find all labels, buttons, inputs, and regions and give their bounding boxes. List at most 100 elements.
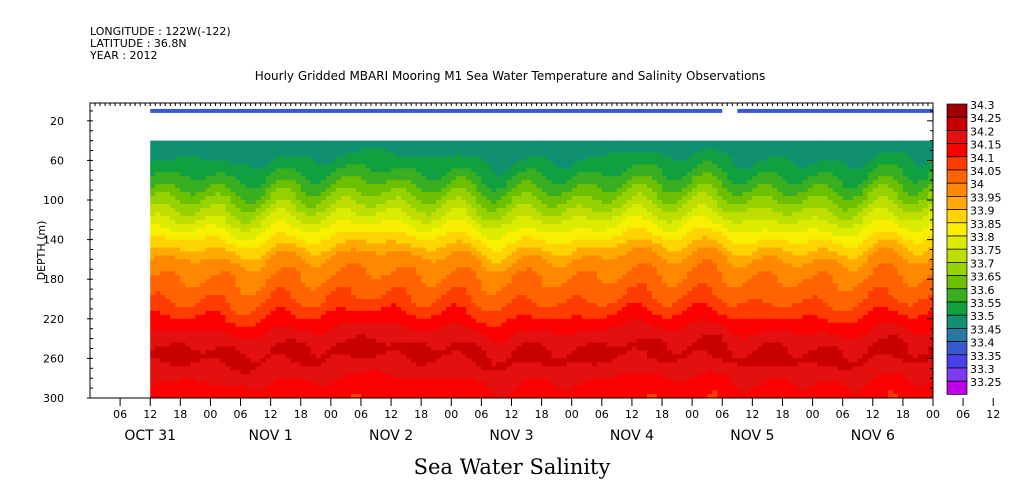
field-cell — [150, 283, 156, 288]
field-cell — [270, 370, 277, 375]
field-cell — [245, 346, 252, 352]
field-cell — [446, 196, 452, 201]
field-cell — [210, 140, 217, 146]
field-cell — [320, 390, 327, 395]
field-cell — [381, 172, 387, 177]
field-cell — [411, 378, 417, 383]
field-cell — [431, 152, 437, 158]
field-cell — [506, 207, 513, 213]
field-cell — [376, 330, 382, 336]
field-cell — [441, 192, 447, 197]
field-cell — [461, 283, 467, 288]
field-cell — [300, 176, 307, 181]
field-cell — [451, 172, 457, 177]
field-cell — [436, 227, 442, 233]
field-cell — [516, 366, 523, 371]
field-cell — [496, 148, 503, 154]
field-cell — [245, 382, 252, 387]
field-cell — [285, 172, 292, 177]
field-cell — [300, 211, 307, 217]
field-cell — [220, 227, 227, 233]
field-cell — [165, 394, 171, 398]
field-cell — [225, 223, 232, 229]
field-cell — [170, 326, 176, 332]
field-cell — [496, 310, 503, 316]
field-cell — [230, 275, 237, 280]
field-cell — [516, 172, 523, 177]
field-cell — [255, 140, 262, 146]
field-cell — [340, 176, 347, 181]
field-cell — [185, 291, 191, 296]
field-cell — [230, 354, 237, 360]
field-cell — [476, 370, 482, 375]
field-cell — [270, 306, 277, 312]
field-cell — [285, 227, 292, 233]
field-cell — [335, 338, 342, 344]
field-cell — [481, 144, 488, 150]
field-cell — [230, 207, 237, 213]
field-cell — [531, 322, 538, 328]
field-cell — [386, 192, 392, 197]
field-cell — [285, 287, 292, 292]
field-cell — [426, 239, 432, 245]
field-cell — [461, 330, 467, 336]
field-cell — [506, 382, 513, 387]
field-cell — [295, 354, 302, 360]
field-cell — [501, 350, 508, 356]
field-cell — [310, 302, 317, 308]
field-cell — [371, 247, 377, 253]
field-cell — [416, 172, 422, 177]
field-cell — [320, 314, 327, 320]
field-cell — [215, 267, 222, 272]
field-cell — [391, 160, 397, 165]
field-cell — [265, 184, 272, 189]
field-cell — [476, 215, 482, 221]
field-cell — [350, 207, 357, 213]
field-cell — [295, 184, 302, 189]
field-cell — [396, 374, 402, 379]
field-cell — [426, 386, 432, 391]
field-cell — [476, 255, 482, 261]
field-cell — [200, 279, 207, 284]
field-cell — [215, 330, 222, 336]
field-cell — [240, 140, 247, 146]
field-cell — [345, 374, 352, 379]
field-cell — [195, 334, 201, 340]
field-cell — [285, 326, 292, 332]
field-cell — [195, 211, 201, 217]
field-cell — [260, 358, 267, 363]
field-cell — [260, 180, 267, 185]
field-cell — [250, 239, 257, 245]
field-cell — [426, 156, 432, 162]
field-cell — [426, 219, 432, 225]
field-cell — [155, 386, 161, 391]
field-cell — [441, 374, 447, 379]
field-cell — [360, 203, 367, 209]
field-cell — [496, 302, 503, 308]
field-cell — [426, 231, 432, 237]
field-cell — [210, 358, 217, 363]
field-cell — [235, 271, 242, 276]
field-cell — [350, 239, 357, 245]
field-cell — [441, 259, 447, 264]
field-cell — [315, 283, 322, 288]
field-cell — [200, 390, 207, 395]
field-cell — [531, 267, 538, 272]
field-cell — [310, 223, 317, 229]
field-cell — [175, 196, 181, 201]
field-cell — [265, 219, 272, 225]
field-cell — [471, 200, 477, 205]
field-cell — [220, 342, 227, 348]
field-cell — [285, 259, 292, 264]
field-cell — [295, 207, 302, 213]
field-cell — [190, 255, 196, 261]
field-cell — [401, 219, 407, 225]
field-cell — [371, 279, 377, 284]
field-cell — [350, 152, 357, 158]
field-cell — [461, 196, 467, 201]
field-cell — [175, 243, 181, 249]
field-cell — [396, 152, 402, 158]
field-cell — [476, 164, 482, 169]
field-cell — [466, 350, 472, 356]
field-cell — [466, 203, 472, 209]
